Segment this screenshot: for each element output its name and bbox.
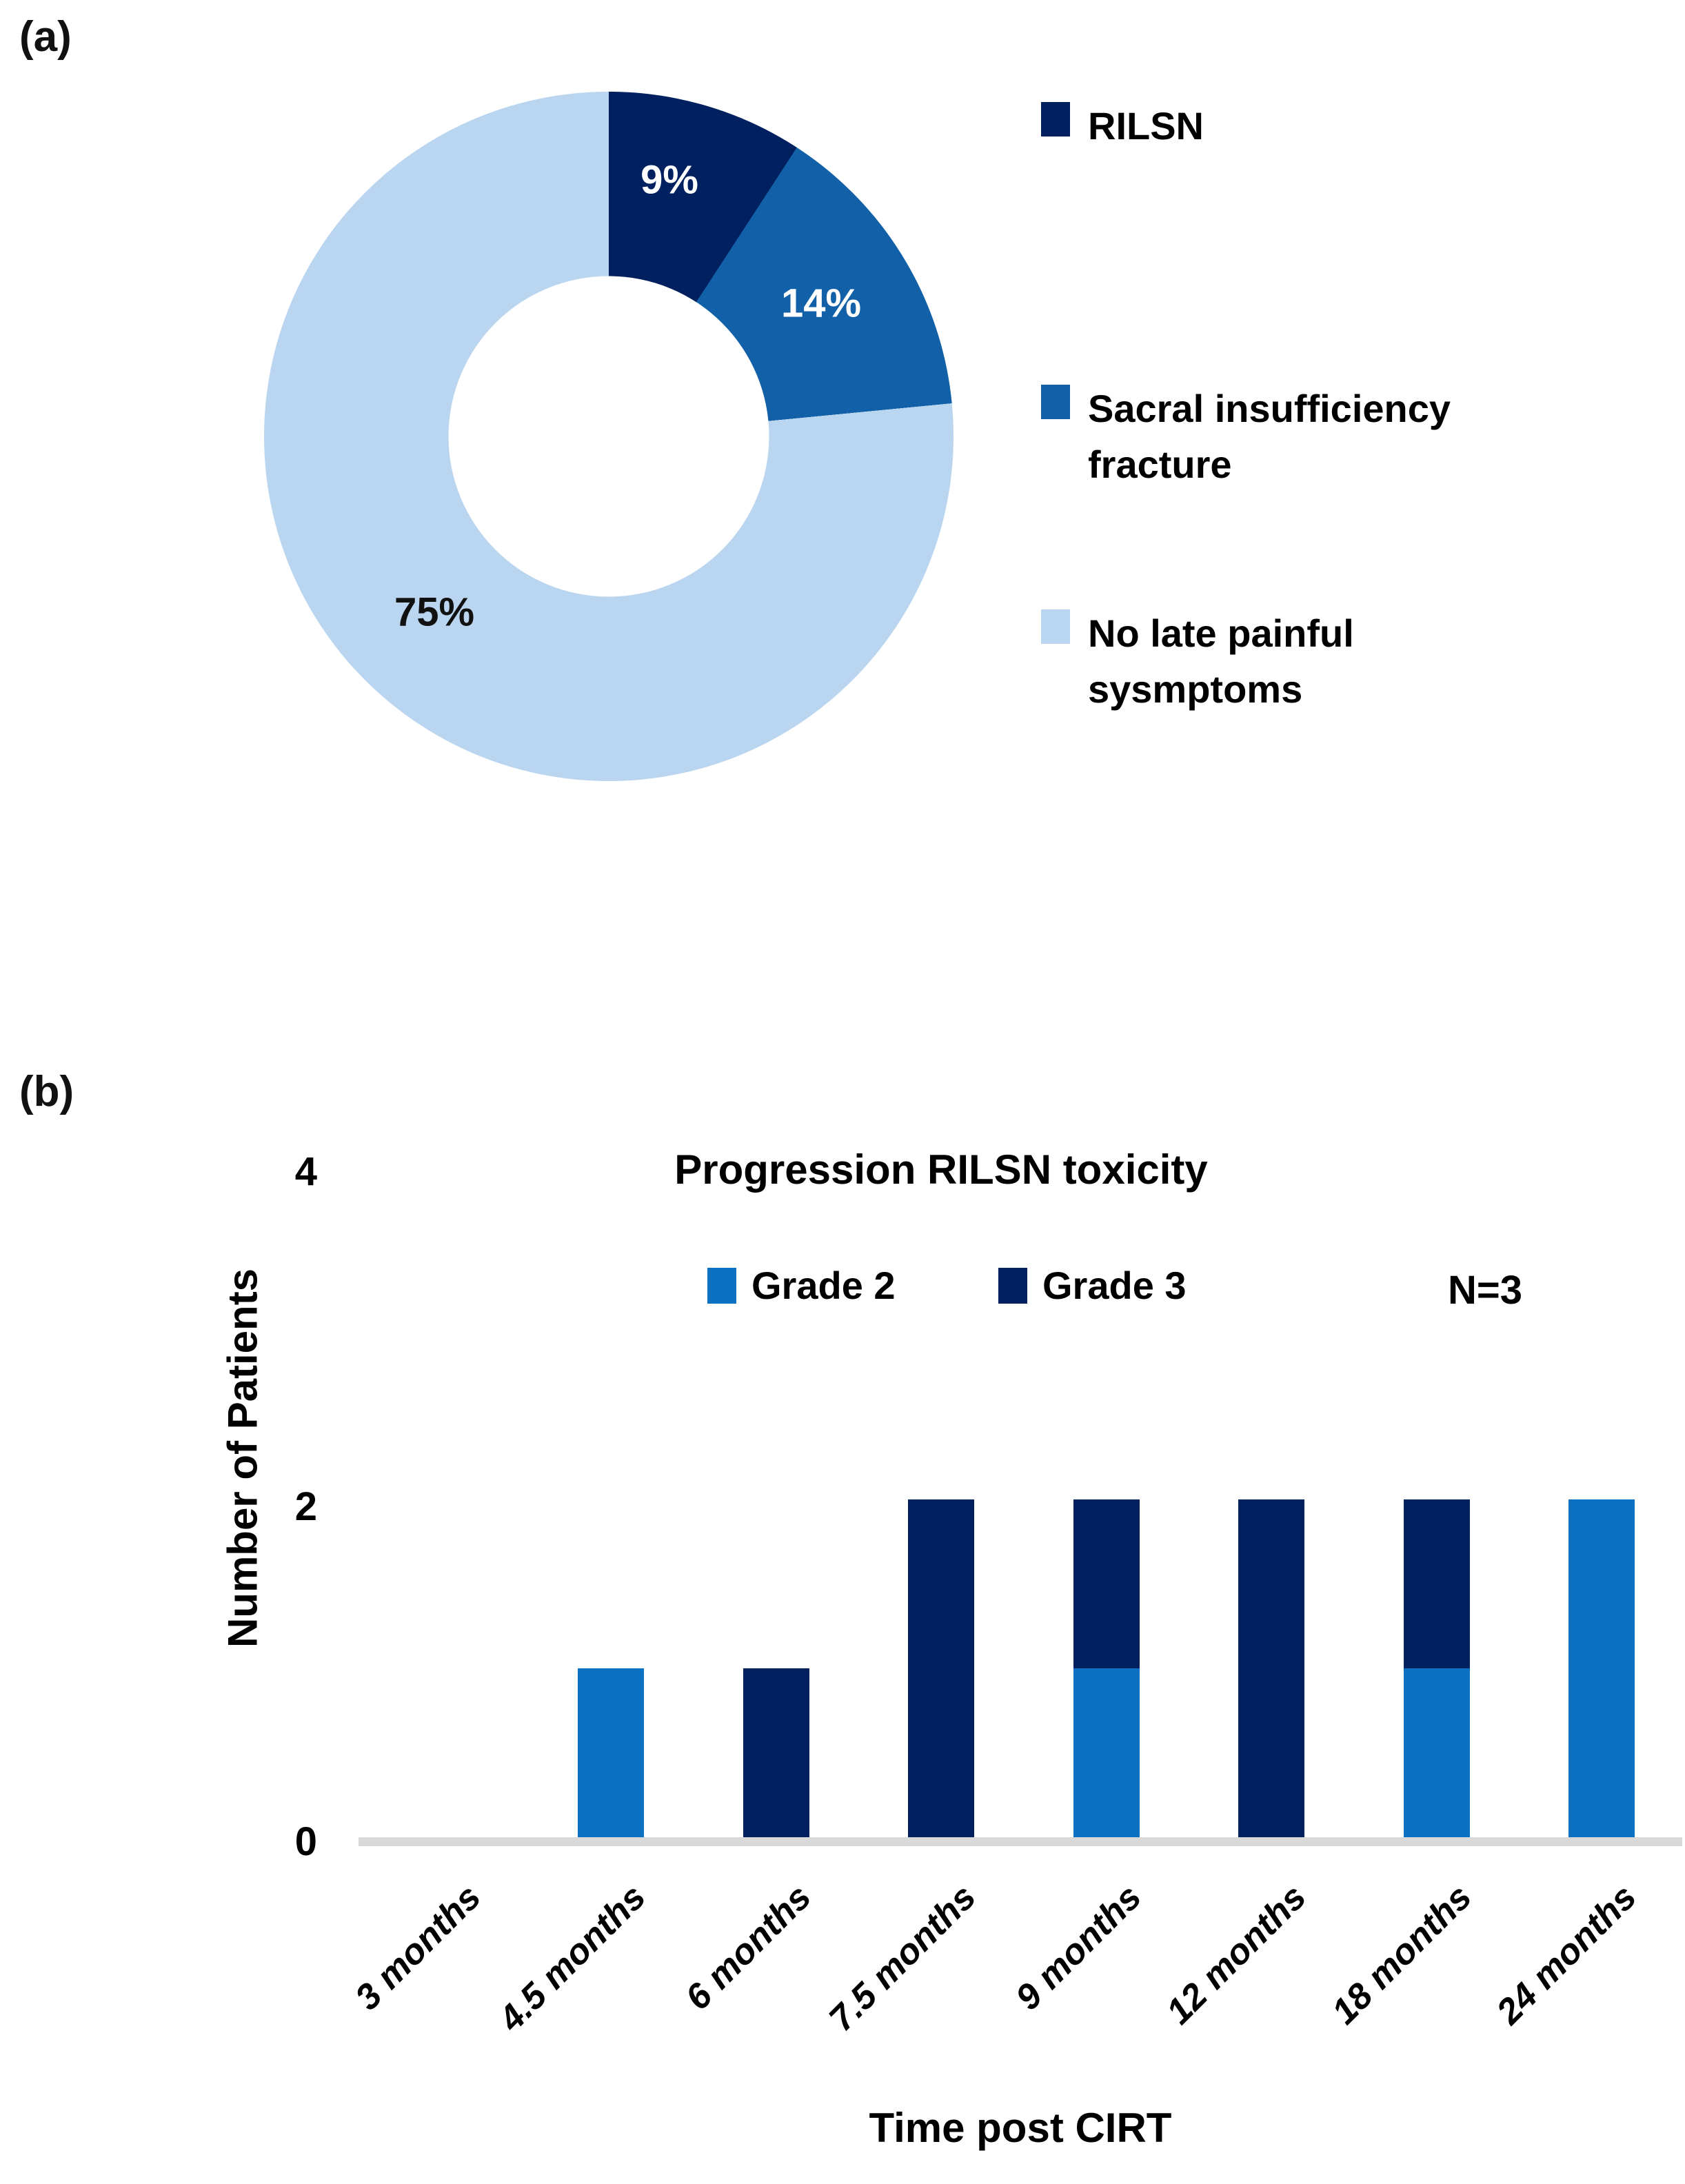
legend-swatch-rilsn bbox=[1041, 102, 1070, 136]
legend-swatch-grade-2 bbox=[707, 1267, 736, 1304]
y-tick-2: 2 bbox=[294, 1484, 317, 1529]
donut-slice-label-fracture: 14% bbox=[780, 281, 862, 326]
bar-segment-grade-3 bbox=[1073, 1499, 1140, 1668]
bar-segment-grade-3 bbox=[1403, 1499, 1470, 1668]
donut-chart bbox=[264, 92, 954, 781]
donut-slice-label-rilsn: 9% bbox=[640, 157, 698, 203]
bar-segment-grade-2 bbox=[1568, 1499, 1635, 1837]
sample-size-annotation: N=3 bbox=[1448, 1268, 1523, 1313]
legend-label: RILSN bbox=[1088, 104, 1204, 148]
legend-label: No late painful sysmptoms bbox=[1088, 611, 1354, 711]
legend-item-rilsn: RILSN bbox=[1041, 98, 1204, 154]
legend-item-sacral-fracture: Sacral insufficiency fracture bbox=[1041, 381, 1543, 492]
legend-swatch-grade-3 bbox=[998, 1267, 1027, 1304]
legend-item-grade-3: Grade 3 bbox=[998, 1263, 1187, 1308]
bar-segment-grade-2 bbox=[1403, 1668, 1470, 1837]
y-tick-4: 4 bbox=[294, 1149, 317, 1194]
legend-swatch-sacral-fracture bbox=[1041, 385, 1070, 419]
x-axis-title: Time post CIRT bbox=[869, 2105, 1172, 2151]
legend-label: Sacral insufficiency fracture bbox=[1088, 387, 1451, 487]
bar-segment-grade-3 bbox=[1238, 1499, 1305, 1837]
legend-label: Grade 2 bbox=[751, 1264, 896, 1307]
panel-b-label: (b) bbox=[19, 1068, 74, 1115]
legend-label: Grade 3 bbox=[1042, 1264, 1187, 1307]
legend-item-no-symptoms: No late painful sysmptoms bbox=[1041, 605, 1543, 717]
legend-item-grade-2: Grade 2 bbox=[707, 1263, 896, 1308]
bar-segment-grade-2 bbox=[578, 1668, 645, 1837]
x-axis-line bbox=[359, 1837, 1682, 1846]
donut-hole bbox=[448, 276, 769, 597]
y-tick-0: 0 bbox=[294, 1819, 317, 1864]
bar-chart-title: Progression RILSN toxicity bbox=[674, 1146, 1208, 1193]
bar-segment-grade-3 bbox=[743, 1668, 809, 1837]
panel-a-label: (a) bbox=[19, 13, 72, 61]
y-axis-title: Number of Patients bbox=[219, 1268, 266, 1648]
legend-swatch-no-symptoms bbox=[1041, 609, 1070, 644]
bar-segment-grade-2 bbox=[1073, 1668, 1140, 1837]
bar-segment-grade-3 bbox=[908, 1499, 975, 1837]
donut-slice-label-none: 75% bbox=[394, 589, 475, 635]
